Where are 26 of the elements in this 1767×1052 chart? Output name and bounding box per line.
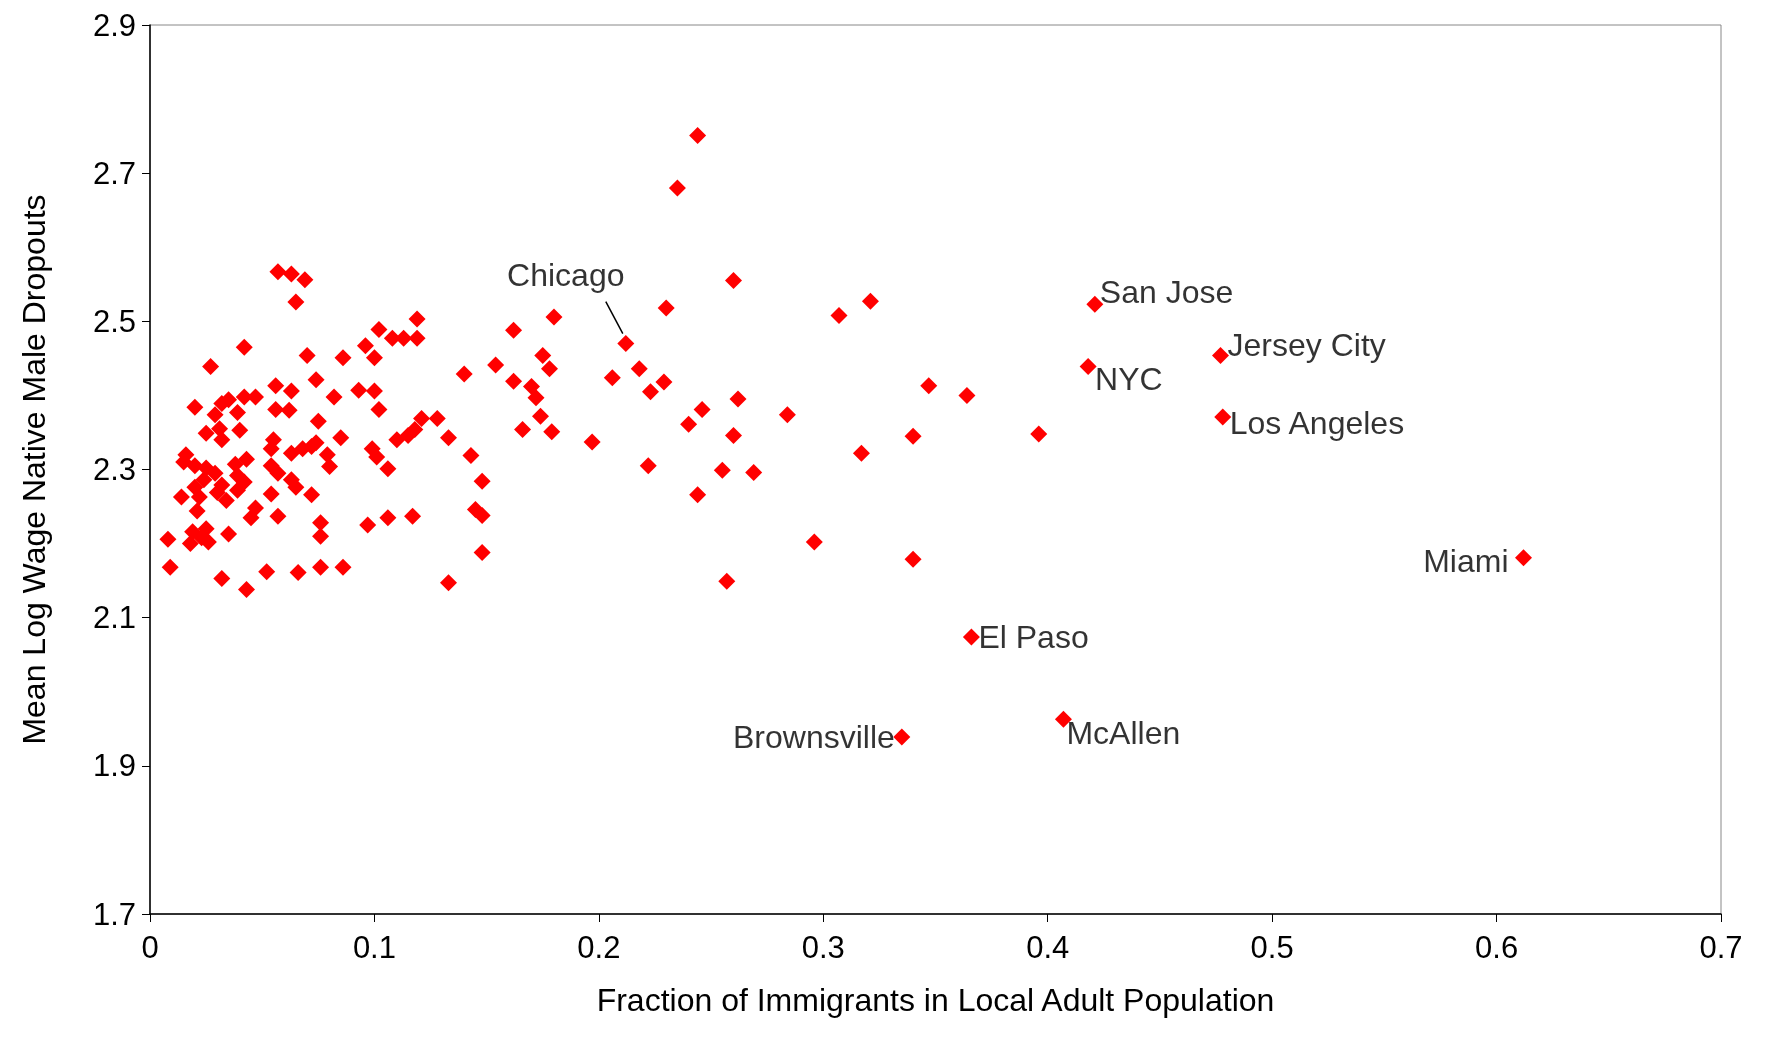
y-tick-label: 1.9 xyxy=(92,748,136,784)
x-tick-label: 0.1 xyxy=(352,930,396,965)
x-tick-label: 0.6 xyxy=(1475,930,1519,965)
annotation: NYC xyxy=(1095,360,1163,397)
annotation: San Jose xyxy=(1099,274,1234,311)
x-tick-label: 0.7 xyxy=(1699,930,1743,965)
y-axis-title: Mean Log Wage Native Male Dropouts xyxy=(16,194,52,745)
annotation: Los Angeles xyxy=(1229,404,1405,441)
y-tick-label: 2.1 xyxy=(92,600,136,636)
x-axis-title: Fraction of Immigrants in Local Adult Population xyxy=(596,982,1275,1018)
annotation: El Paso xyxy=(978,618,1089,655)
x-tick-label: 0.5 xyxy=(1250,930,1294,965)
annotation: Miami xyxy=(1423,542,1509,579)
annotation: Brownsville xyxy=(733,718,895,755)
x-tick-label: 0 xyxy=(141,930,159,965)
y-tick-label: 2.5 xyxy=(92,303,136,339)
annotation: Jersey City xyxy=(1227,327,1386,364)
y-tick-label: 2.9 xyxy=(92,7,136,43)
x-tick-label: 0.2 xyxy=(577,930,621,965)
x-tick-label: 0.4 xyxy=(1026,930,1070,965)
annotation: Chicago xyxy=(507,256,625,293)
y-tick-label: 2.7 xyxy=(92,155,136,191)
y-tick-label: 1.7 xyxy=(92,896,136,932)
annotation: McAllen xyxy=(1066,715,1181,752)
y-tick-label: 2.3 xyxy=(92,452,136,487)
x-tick-label: 0.3 xyxy=(801,930,845,965)
